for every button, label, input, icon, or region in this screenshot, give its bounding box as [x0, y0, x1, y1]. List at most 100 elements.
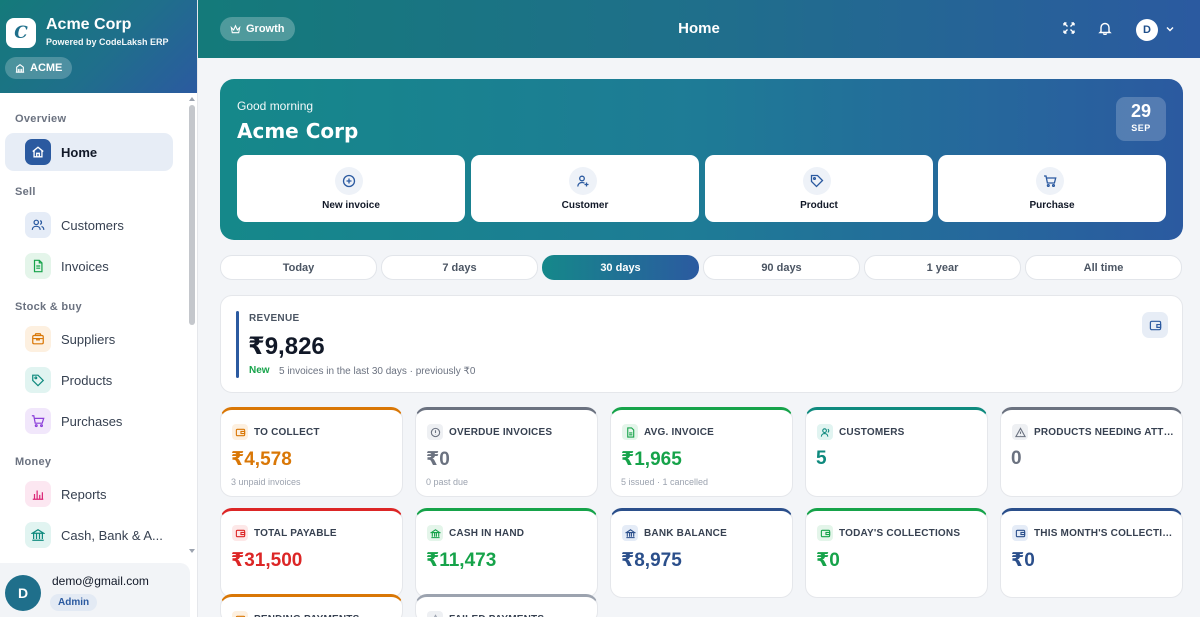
kpi-card-value: 5 — [816, 448, 827, 469]
revenue-label: REVENUE — [249, 313, 300, 324]
kpi-card-cash-in-hand[interactable]: CASH IN HAND ₹11,473 — [415, 508, 598, 598]
kpi-card-value: ₹8,975 — [621, 550, 682, 571]
tag-icon — [803, 167, 831, 195]
users-icon — [817, 424, 833, 440]
revenue-card: REVENUE ₹9,826 New 5 invoices in the las… — [220, 295, 1183, 393]
scroll-up-arrow-icon[interactable] — [189, 97, 195, 101]
kpi-card-label: CASH IN HAND — [449, 528, 525, 539]
add-customer-button[interactable]: Customer — [471, 155, 699, 222]
bank-icon — [622, 525, 638, 541]
wallet-icon[interactable] — [1142, 312, 1168, 338]
kpi-card-pending-payments[interactable]: PENDING PAYMENTS — [220, 594, 403, 617]
sidebar-item-cash-bank[interactable]: Cash, Bank & A... — [5, 516, 173, 554]
sidebar-item-invoices[interactable]: Invoices — [5, 247, 173, 285]
sidebar-item-purchases[interactable]: Purchases — [5, 402, 173, 440]
revenue-note: 5 invoices in the last 30 days · previou… — [279, 366, 476, 377]
tab-today[interactable]: Today — [220, 255, 377, 280]
sidebar-item-products[interactable]: Products — [5, 361, 173, 399]
sidebar-item-reports[interactable]: Reports — [5, 475, 173, 513]
action-label: Purchase — [1029, 200, 1075, 211]
date-month: SEP — [1131, 123, 1151, 133]
kpi-card-note: 5 issued · 1 cancelled — [621, 477, 709, 487]
scroll-down-arrow-icon[interactable] — [189, 549, 195, 553]
kpi-card-avg-invoice[interactable]: AVG. INVOICE ₹1,965 5 issued · 1 cancelled — [610, 407, 793, 497]
document-icon — [25, 253, 51, 279]
company-name: Acme Corp — [237, 119, 359, 143]
kpi-card-this-month-s-collections[interactable]: THIS MONTH'S COLLECTIONS ₹0 — [1000, 508, 1183, 598]
kpi-card-total-payable[interactable]: TOTAL PAYABLE ₹31,500 — [220, 508, 403, 598]
kpi-card-label: CUSTOMERS — [839, 427, 905, 438]
cart-icon — [1036, 167, 1064, 195]
sidebar-item-customers[interactable]: Customers — [5, 206, 173, 244]
page-title: Home — [678, 20, 720, 37]
bell-icon[interactable] — [1096, 19, 1114, 37]
chevron-down-icon[interactable] — [1164, 23, 1176, 35]
add-product-button[interactable]: Product — [705, 155, 933, 222]
nav-section-overview: Overview — [15, 113, 67, 125]
plan-label: Growth — [246, 23, 285, 35]
add-purchase-button[interactable]: Purchase — [938, 155, 1166, 222]
sidebar-item-suppliers[interactable]: Suppliers — [5, 320, 173, 358]
kpi-card-label: PRODUCTS NEEDING ATTENTION — [1034, 427, 1179, 438]
building-icon — [15, 63, 25, 73]
info-icon — [427, 424, 443, 440]
kpi-card-value: ₹31,500 — [231, 550, 303, 571]
sidebar-item-label: Customers — [61, 217, 124, 233]
tab-90-days[interactable]: 90 days — [703, 255, 860, 280]
kpi-card-products-needing-attention[interactable]: PRODUCTS NEEDING ATTENTION 0 — [1000, 407, 1183, 497]
action-label: New invoice — [322, 200, 380, 211]
sidebar-nav: Overview Home Sell Customers Invoices St… — [0, 93, 188, 555]
avatar[interactable]: D — [5, 575, 41, 611]
scrollbar-thumb[interactable] — [189, 105, 195, 325]
tab-7-days[interactable]: 7 days — [381, 255, 538, 280]
kpi-card-value: ₹0 — [1011, 550, 1035, 571]
kpi-card-bank-balance[interactable]: BANK BALANCE ₹8,975 — [610, 508, 793, 598]
tab-all-time[interactable]: All time — [1025, 255, 1182, 280]
sidebar-item-label: Suppliers — [61, 331, 116, 347]
tag-icon — [25, 367, 51, 393]
users-icon — [25, 212, 51, 238]
kpi-card-label: TO COLLECT — [254, 427, 320, 438]
user-role-badge: Admin — [50, 594, 98, 611]
sidebar-item-label: Reports — [61, 486, 107, 502]
kpi-card-overdue-invoices[interactable]: OVERDUE INVOICES ₹0 0 past due — [415, 407, 598, 497]
fullscreen-icon[interactable] — [1060, 19, 1078, 37]
sidebar-scrollbar[interactable] — [188, 97, 196, 553]
warning-icon — [427, 611, 443, 617]
kpi-card-value: ₹4,578 — [231, 449, 292, 470]
welcome-banner: Good morning Acme Corp 29 SEP New invoic… — [220, 79, 1183, 240]
cart-icon — [25, 408, 51, 434]
wallet-icon — [232, 611, 248, 617]
wallet-icon — [817, 525, 833, 541]
kpi-card-label: TOTAL PAYABLE — [254, 528, 337, 539]
tab-1-year[interactable]: 1 year — [864, 255, 1021, 280]
sidebar-item-label: Products — [61, 372, 113, 388]
kpi-card-value: 0 — [1011, 448, 1022, 469]
org-chip-label: ACME — [30, 62, 63, 74]
nav-section-sell: Sell — [15, 186, 36, 198]
kpi-card-failed-payments[interactable]: FAILED PAYMENTS — [415, 594, 598, 617]
home-icon — [25, 139, 51, 165]
kpi-card-label: OVERDUE INVOICES — [449, 427, 553, 438]
kpi-card-value: ₹1,965 — [621, 449, 682, 470]
kpi-card-today-s-collections[interactable]: TODAY'S COLLECTIONS ₹0 — [805, 508, 988, 598]
chart-icon — [25, 481, 51, 507]
new-invoice-button[interactable]: New invoice — [237, 155, 465, 222]
kpi-card-label: THIS MONTH'S COLLECTIONS — [1034, 528, 1179, 539]
plan-badge[interactable]: Growth — [220, 17, 295, 41]
date-badge: 29 SEP — [1116, 97, 1166, 141]
kpi-card-customers[interactable]: CUSTOMERS 5 — [805, 407, 988, 497]
brand-header: C Acme Corp Powered by CodeLaksh ERP ACM… — [0, 0, 197, 93]
kpi-card-to-collect[interactable]: TO COLLECT ₹4,578 3 unpaid invoices — [220, 407, 403, 497]
date-day: 29 — [1130, 101, 1152, 121]
header-avatar[interactable]: D — [1136, 19, 1158, 41]
action-label: Product — [800, 200, 838, 211]
sidebar-item-home[interactable]: Home — [5, 133, 173, 171]
revenue-badge: New — [249, 365, 270, 376]
wallet-icon — [1012, 525, 1028, 541]
tab-30-days[interactable]: 30 days — [542, 255, 699, 280]
brand-logo[interactable]: C — [6, 18, 36, 48]
crown-icon — [230, 23, 241, 33]
org-chip[interactable]: ACME — [5, 57, 73, 79]
action-label: Customer — [561, 200, 609, 211]
